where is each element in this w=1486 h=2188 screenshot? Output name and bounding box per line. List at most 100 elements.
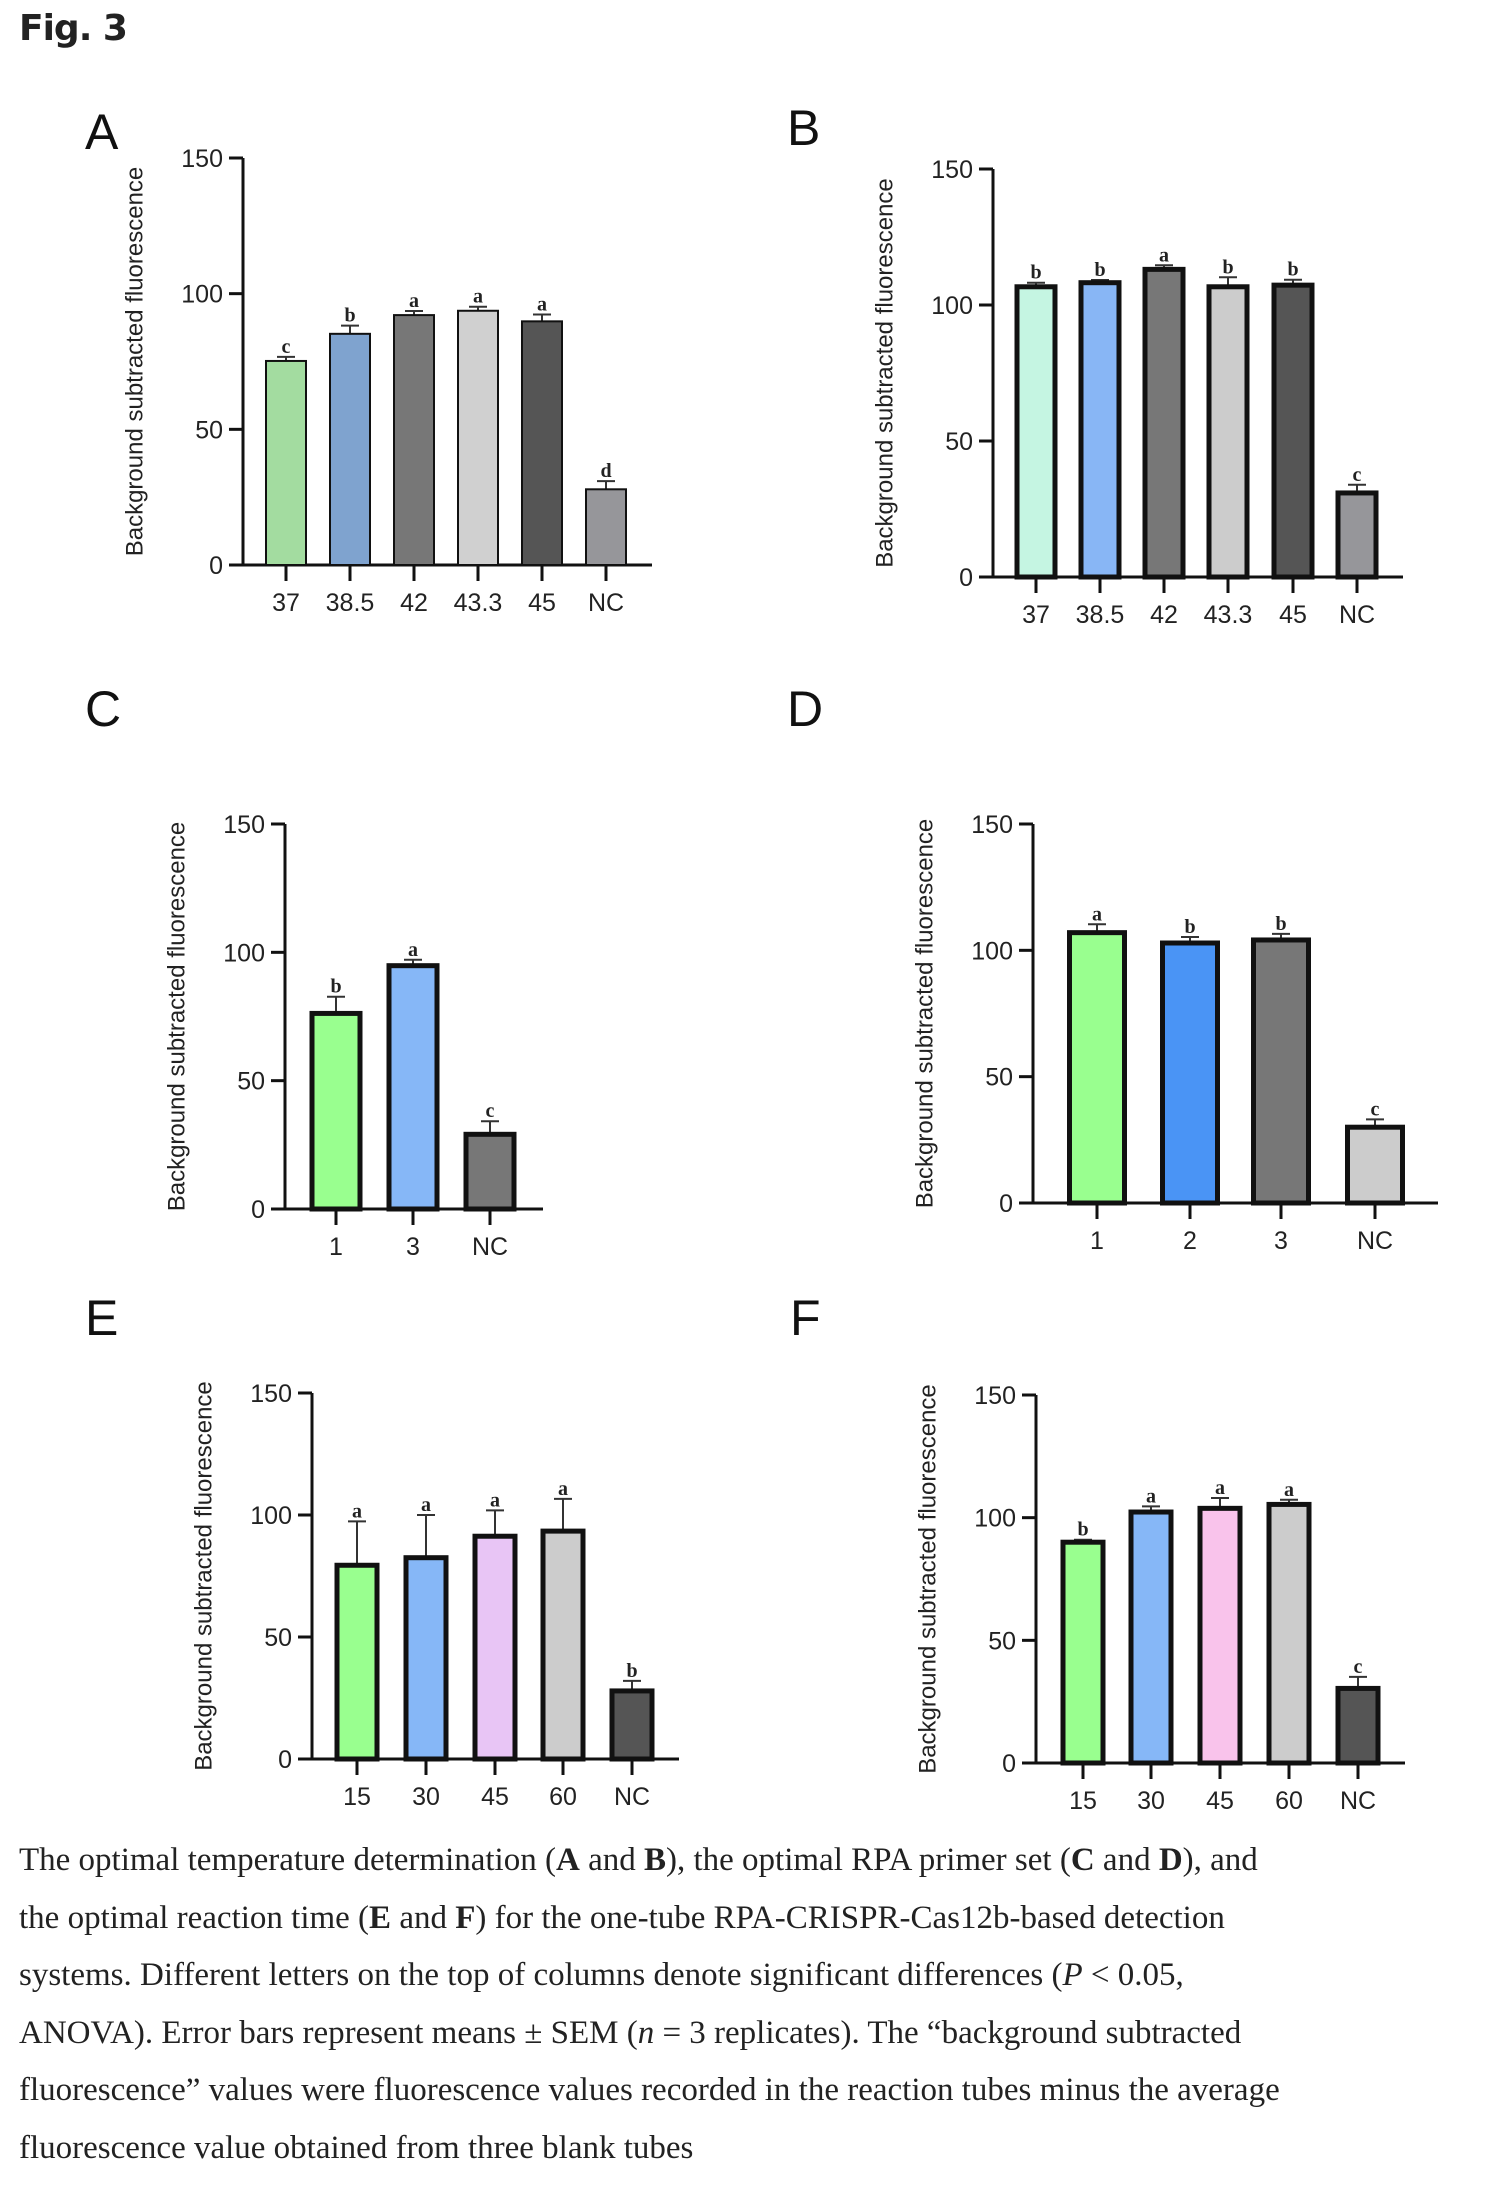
x-tick-label: 1 (329, 1233, 343, 1261)
significance-letter: b (1184, 916, 1195, 938)
caption-text: D (1158, 1842, 1183, 1878)
significance-letter: a (490, 1489, 500, 1511)
y-tick-label: 100 (250, 1502, 292, 1530)
caption-line: The optimal temperature determination (A… (19, 1832, 1479, 1890)
caption-line: fluorescence value obtained from three b… (19, 2120, 1479, 2178)
significance-letter: a (421, 1494, 431, 1516)
significance-letter: a (473, 286, 483, 308)
x-tick-label: 43.3 (1204, 601, 1253, 629)
caption-text: and (579, 1842, 644, 1878)
y-axis-label: Background subtracted fluorescence (911, 819, 938, 1209)
bar (1335, 490, 1379, 580)
bar (1266, 1501, 1312, 1766)
significance-letter: b (330, 976, 341, 998)
bar (472, 1533, 518, 1762)
x-tick-label: NC (588, 589, 624, 617)
bar (1345, 1124, 1405, 1206)
y-tick-label: 50 (195, 416, 223, 444)
caption-text: fluorescence value obtained from three b… (19, 2129, 694, 2166)
significance-letter: a (409, 290, 419, 312)
bar (386, 963, 440, 1212)
bar (265, 359, 307, 566)
significance-letter: c (282, 336, 291, 358)
x-tick-label: 45 (528, 589, 556, 617)
y-tick-label: 100 (931, 292, 973, 320)
chart-panel-a: A 0 50 100 150 Background subtracted fluoresc… (85, 104, 652, 617)
caption-text: < 0.05, (1082, 1957, 1184, 1993)
x-tick-label: 3 (406, 1233, 420, 1261)
y-tick-label: 150 (250, 1380, 292, 1408)
y-tick-label: 0 (278, 1746, 292, 1774)
significance-letter: b (1077, 1519, 1088, 1541)
y-tick-label: 150 (931, 156, 973, 184)
x-tick-label: NC (472, 1233, 508, 1261)
caption-text: and (1094, 1842, 1159, 1878)
y-tick-label: 50 (988, 1627, 1016, 1655)
y-axis-label: Background subtracted fluorescence (163, 822, 190, 1212)
chart-panel-d: D 0 50 100 150 Background subtracted fluoresc… (787, 681, 1438, 1255)
bar (1206, 284, 1250, 580)
bar (329, 332, 371, 566)
y-tick-label: 0 (999, 1190, 1013, 1218)
x-tick-label: NC (1340, 1787, 1376, 1815)
bar (403, 1555, 449, 1762)
caption-text: the optimal reaction time ( (19, 1899, 370, 1936)
significance-letter: c (1353, 464, 1362, 486)
chart-panel-c: C 0 50 100 150 Background subtracted fluoresc… (85, 681, 543, 1261)
y-tick-label: 50 (985, 1064, 1013, 1092)
caption-text: fluorescence” values were fluorescence v… (19, 2072, 1280, 2108)
significance-letter: d (600, 460, 611, 482)
panel-label: D (787, 681, 823, 737)
bar (1251, 937, 1311, 1206)
bar (463, 1131, 517, 1212)
significance-letter: b (1094, 259, 1105, 281)
bar (1014, 284, 1058, 580)
bar (1335, 1685, 1381, 1766)
x-tick-label: 42 (400, 589, 428, 617)
x-tick-label: 15 (1069, 1787, 1097, 1815)
bar (393, 314, 435, 566)
figure-caption: The optimal temperature determination (A… (19, 1832, 1479, 2177)
caption-text: and (391, 1899, 456, 1936)
y-tick-label: 100 (971, 937, 1013, 965)
y-axis-label: Background subtracted fluorescence (914, 1384, 941, 1774)
y-tick-label: 100 (974, 1505, 1016, 1533)
significance-letter: a (537, 294, 547, 316)
bar (609, 1688, 655, 1762)
significance-letter: b (1030, 262, 1041, 284)
y-tick-label: 0 (959, 564, 973, 592)
caption-text: E (369, 1899, 392, 1936)
x-tick-label: 30 (1137, 1787, 1165, 1815)
bar (1128, 1509, 1174, 1766)
y-axis-label: Background subtracted fluorescence (121, 167, 148, 557)
caption-text: ) for the one-tube RPA-CRISPR-Cas12b-bas… (475, 1899, 1225, 1936)
y-tick-label: 100 (181, 281, 223, 309)
significance-letter: a (1092, 903, 1102, 925)
caption-line: ANOVA). Error bars represent means ± SEM… (19, 2005, 1479, 2063)
y-tick-label: 0 (1002, 1750, 1016, 1778)
significance-letter: b (1275, 913, 1286, 935)
bar (1067, 930, 1127, 1206)
bar (309, 1010, 363, 1212)
caption-text: The optimal temperature determination ( (19, 1842, 556, 1878)
caption-text: A (555, 1842, 580, 1878)
bar (1271, 282, 1315, 580)
caption-text: C (1070, 1842, 1095, 1878)
x-tick-label: 43.3 (454, 589, 503, 617)
bar (521, 320, 563, 566)
panel-label: B (787, 100, 820, 156)
bar (334, 1562, 380, 1762)
x-tick-label: 38.5 (1076, 601, 1125, 629)
significance-letter: c (1371, 1098, 1380, 1120)
panel-label: E (85, 1290, 118, 1346)
caption-line: the optimal reaction time (E and F) for … (19, 1890, 1479, 1948)
significance-letter: a (1159, 244, 1169, 266)
panel-label: A (85, 104, 119, 160)
caption-text: B (643, 1842, 666, 1878)
bar (1160, 940, 1220, 1206)
caption-text: P (1062, 1957, 1083, 1993)
x-tick-label: 45 (481, 1783, 509, 1811)
caption-line: systems. Different letters on the top of… (19, 1947, 1479, 2005)
panel-label: C (85, 681, 121, 737)
y-tick-label: 150 (974, 1382, 1016, 1410)
